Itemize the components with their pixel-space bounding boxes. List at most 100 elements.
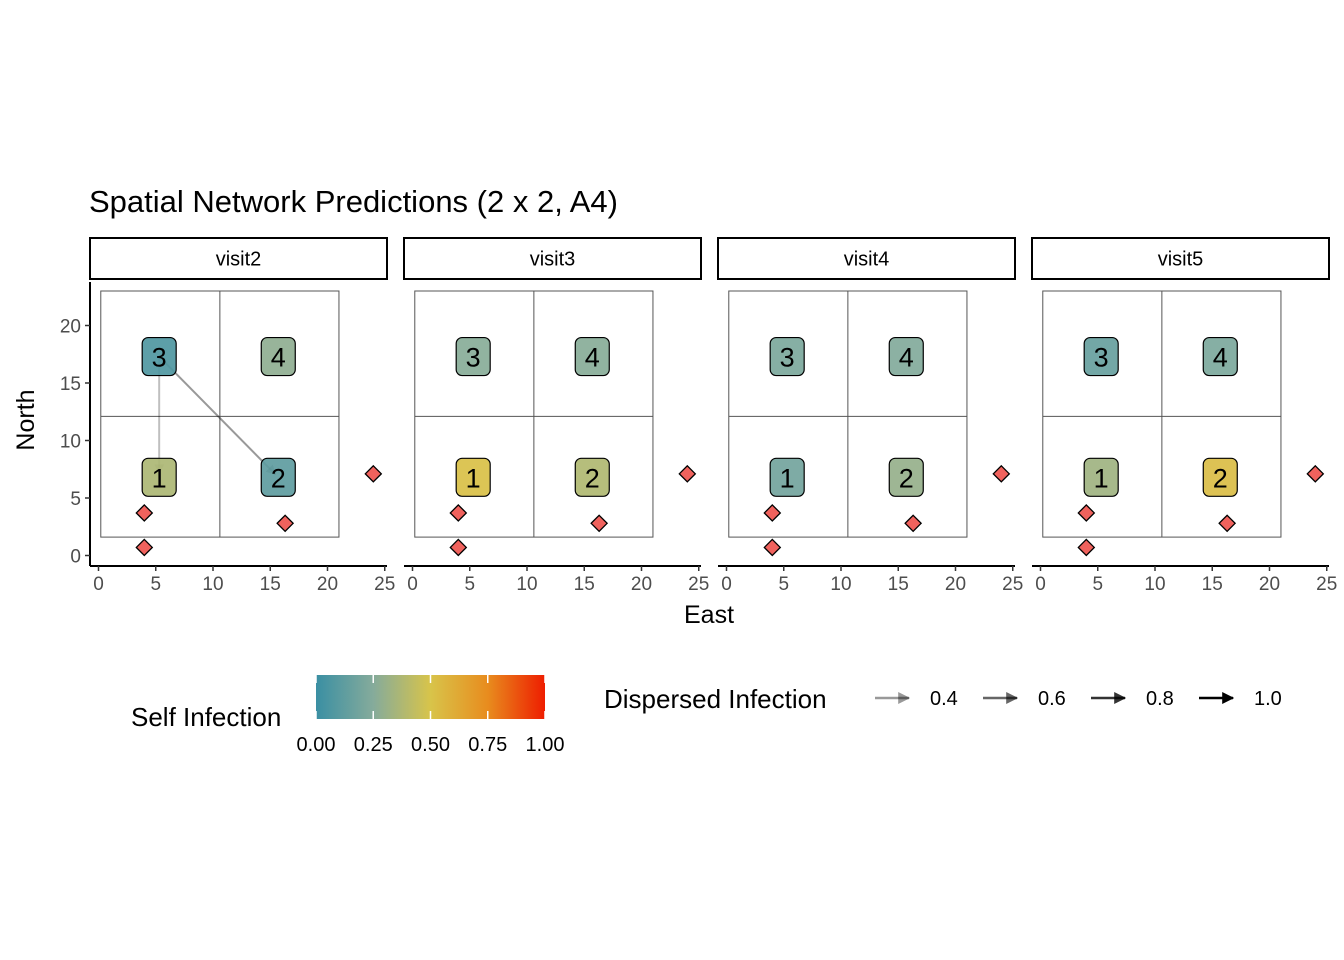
panel-strip-label: visit4 (844, 249, 890, 271)
dispersal-arrow (158, 355, 277, 476)
colorbar-tick-label: 0.50 (411, 734, 450, 756)
x-tick-label: 25 (1002, 574, 1023, 595)
x-tick-label: 15 (574, 574, 595, 595)
source-point (1218, 514, 1237, 533)
legend-arrow-label: 1.0 (1254, 688, 1282, 710)
cell-label-box (888, 336, 924, 377)
x-tick-label: 15 (260, 574, 281, 595)
cell-label: 4 (271, 343, 286, 373)
cell-label: 4 (899, 343, 914, 373)
x-tick-label: 5 (150, 574, 161, 595)
y-tick-label: 15 (60, 374, 81, 395)
cell-label-box (260, 457, 296, 497)
x-tick-label: 25 (1316, 574, 1337, 595)
x-tick-label: 0 (407, 574, 418, 595)
panel-strip (1031, 237, 1330, 280)
cell-label: 1 (466, 463, 481, 493)
x-tick-label: 5 (1092, 574, 1103, 595)
cell-label: 2 (899, 463, 914, 493)
cell-label: 3 (152, 343, 167, 373)
cell-label-box (141, 336, 177, 377)
panel-visit5: visit5 0 5 10 15 20 25 1 2 3 4 (1031, 237, 1337, 595)
panel-visit4: visit4 0 5 10 15 20 25 1 2 3 4 (717, 237, 1023, 595)
x-tick-label: 5 (778, 574, 789, 595)
x-axis-title: East (684, 601, 734, 629)
x-tick-label: 10 (830, 574, 851, 595)
panel-strip-label: visit2 (216, 249, 262, 271)
source-point (1306, 464, 1325, 483)
cell-label: 3 (466, 343, 481, 373)
cell-label: 2 (1213, 463, 1228, 493)
colorbar-tick-label: 0.25 (354, 734, 393, 756)
source-point (364, 464, 383, 483)
x-tick-label: 20 (317, 574, 338, 595)
cell-label-box (260, 336, 296, 377)
panel-strip (89, 237, 388, 280)
y-tick-label: 20 (60, 317, 81, 338)
colorbar-tick-label: 1.00 (526, 734, 565, 756)
x-tick-label: 10 (202, 574, 223, 595)
x-tick-label: 0 (1035, 574, 1046, 595)
x-tick-label: 5 (464, 574, 475, 595)
source-point (763, 504, 782, 522)
y-axis-title: North (12, 389, 40, 450)
x-tick-label: 10 (516, 574, 537, 595)
x-tick-label: 15 (888, 574, 909, 595)
panel-strip (717, 237, 1016, 280)
panel-visit2: visit2 0 5 10 15 20 0 5 10 15 20 25 1 2 3 4 (60, 237, 395, 595)
y-tick-label: 10 (60, 432, 81, 453)
cell-label-box (1083, 336, 1119, 377)
source-point (763, 538, 782, 557)
source-point (1077, 504, 1096, 522)
legend-title-self-infection: Self Infection (131, 702, 281, 732)
source-point (135, 538, 154, 557)
cell-label: 1 (1094, 463, 1109, 493)
cell-label: 4 (1213, 343, 1228, 373)
legend-arrow-label: 0.6 (1038, 688, 1066, 710)
cell-label: 1 (152, 463, 167, 493)
panel-strip-label: visit3 (530, 249, 576, 271)
cell-label: 3 (780, 343, 795, 373)
cell-label-box (888, 457, 924, 497)
cell-label-box (574, 457, 610, 497)
colorbar-tick-label: 0.00 (297, 734, 336, 756)
x-tick-label: 25 (688, 574, 709, 595)
y-tick-label: 0 (70, 547, 81, 568)
cell-label-box (455, 336, 491, 377)
panel-visit3: visit3 0 5 10 15 20 25 1 2 3 4 (403, 237, 709, 595)
y-tick-label: 5 (70, 489, 81, 510)
cell-label-box (1202, 336, 1238, 377)
x-tick-label: 0 (93, 574, 104, 595)
x-tick-label: 20 (1259, 574, 1280, 595)
source-point (449, 538, 468, 557)
x-tick-label: 25 (374, 574, 395, 595)
x-tick-label: 15 (1202, 574, 1223, 595)
cell-label-box (455, 457, 491, 497)
source-point (904, 514, 923, 533)
cell-label: 2 (271, 463, 286, 493)
cell-label-box (574, 336, 610, 377)
x-tick-label: 0 (721, 574, 732, 595)
x-tick-label: 20 (631, 574, 652, 595)
source-point (678, 464, 697, 483)
panel-strip (403, 237, 702, 280)
cell-label-box (1202, 457, 1238, 497)
source-point (1077, 538, 1096, 557)
source-point (992, 464, 1011, 483)
cell-label-box (141, 457, 177, 497)
cell-label-box (769, 457, 805, 497)
legend-arrow-label: 0.8 (1146, 688, 1174, 710)
x-tick-label: 20 (945, 574, 966, 595)
cell-label: 1 (780, 463, 795, 493)
legend-arrow-label: 0.4 (930, 688, 958, 710)
cell-label: 4 (585, 343, 600, 373)
cell-label: 3 (1094, 343, 1109, 373)
x-tick-label: 10 (1144, 574, 1165, 595)
legend-title-dispersed-infection: Dispersed Infection (604, 684, 827, 714)
cell-label: 2 (585, 463, 600, 493)
source-point (135, 504, 154, 522)
source-point (276, 514, 295, 533)
cell-label-box (769, 336, 805, 377)
cell-label-box (1083, 457, 1119, 497)
